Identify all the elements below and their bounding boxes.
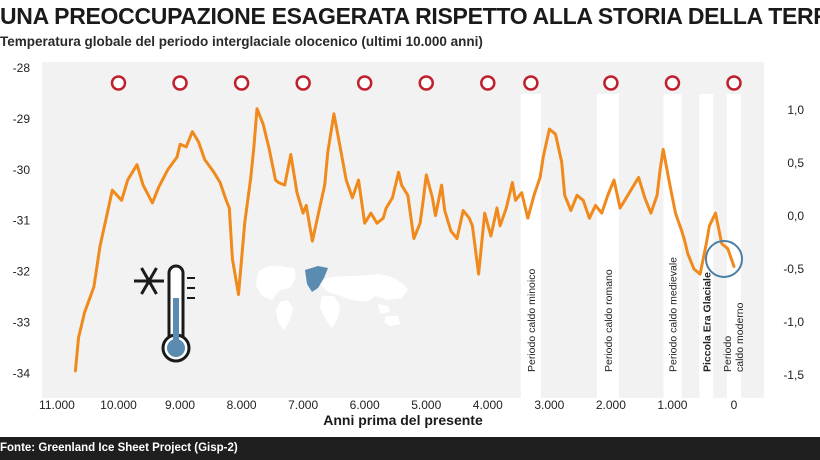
period-band-1 — [596, 94, 619, 398]
y-axis-right: 1,0 0,5 0,0 -0,5 -1,0 -1,5 — [783, 103, 804, 382]
x-tick-1: 10.000 — [100, 398, 137, 412]
event-marker-1 — [172, 75, 188, 91]
y-tick-right-5: -1,5 — [783, 368, 804, 382]
chart-subtitle: Temperatura globale del periodo intergla… — [0, 34, 483, 49]
greenland-shape — [305, 266, 328, 292]
y-tick-right-3: -0,5 — [783, 262, 804, 276]
period-label-4: Periodo — [722, 336, 734, 372]
event-marker-3 — [295, 75, 311, 91]
event-marker-4 — [356, 75, 373, 91]
temperature-series — [73, 107, 736, 373]
event-markers — [110, 75, 742, 91]
y-tick-right-2: 0,0 — [787, 209, 804, 223]
event-marker-0 — [110, 75, 127, 91]
period-label-2: Periodo caldo medievale — [667, 257, 679, 372]
event-marker-5 — [418, 75, 434, 91]
period-label-1: Periodo caldo romano — [603, 269, 615, 372]
y-tick-left-4: -32 — [13, 265, 31, 279]
chart: -28 -29 -30 -31 -32 -33 -34 1,0 0,5 0,0 -0,5 -1,0 -… — [13, 61, 805, 428]
thermometer-icon — [161, 264, 195, 363]
highlight-circle — [705, 240, 743, 278]
modern-highlight-circle — [705, 240, 743, 278]
x-tick-11: 0 — [731, 398, 738, 412]
y-tick-right-4: -1,0 — [783, 315, 804, 329]
x-tick-0: 11.000 — [39, 398, 75, 412]
x-tick-4: 7.000 — [288, 398, 318, 412]
period-band-4 — [727, 94, 741, 398]
x-tick-2: 9.000 — [165, 398, 195, 412]
period-labels: Periodo caldo minoico Periodo caldo roman… — [526, 257, 746, 372]
y-tick-left-2: -30 — [13, 163, 31, 177]
x-tick-7: 4.000 — [473, 398, 503, 412]
chart-title: UNA PREOCCUPAZIONE ESAGERATA RISPETTO AL… — [0, 3, 820, 29]
x-tick-10: 1.000 — [657, 398, 687, 412]
y-tick-left-6: -34 — [13, 366, 31, 380]
x-tick-5: 6.000 — [350, 398, 380, 412]
period-label-4-cont: caldo moderno — [734, 302, 746, 372]
y-tick-left-3: -31 — [13, 214, 31, 228]
source-footer: Fonte: Greenland Ice Sheet Project (Gisp… — [0, 437, 820, 460]
event-marker-6 — [480, 75, 496, 91]
period-band-0 — [520, 94, 541, 398]
series-line-0 — [73, 107, 736, 373]
y-tick-left-5: -33 — [13, 316, 31, 330]
snowflake-arm — [140, 267, 158, 295]
event-marker-9 — [664, 75, 681, 91]
x-axis-title: Anni prima del presente — [323, 412, 483, 428]
y-tick-left-1: -29 — [13, 112, 31, 126]
world-map-icon — [256, 265, 408, 330]
period-label-3: Piccola Era Glaciale — [701, 272, 713, 372]
event-marker-8 — [603, 75, 619, 91]
x-axis: 11.000 10.000 9.000 8.000 7.000 6.000 5.000 4.0… — [39, 398, 738, 412]
y-tick-left-0: -28 — [13, 61, 31, 75]
period-label-0: Periodo caldo minoico — [526, 269, 538, 372]
y-tick-right-1: 0,5 — [787, 156, 804, 170]
x-tick-8: 3.000 — [534, 398, 564, 412]
event-marker-2 — [233, 75, 250, 91]
event-marker-7 — [523, 75, 539, 91]
y-tick-right-0: 1,0 — [787, 103, 804, 117]
snowflake-icon — [134, 267, 164, 295]
x-tick-3: 8.000 — [227, 398, 257, 412]
x-tick-9: 2.000 — [596, 398, 626, 412]
y-axis-left: -28 -29 -30 -31 -32 -33 -34 — [13, 61, 31, 380]
event-marker-10 — [726, 75, 742, 91]
plot-background — [42, 62, 764, 398]
x-tick-6: 5.000 — [411, 398, 441, 412]
